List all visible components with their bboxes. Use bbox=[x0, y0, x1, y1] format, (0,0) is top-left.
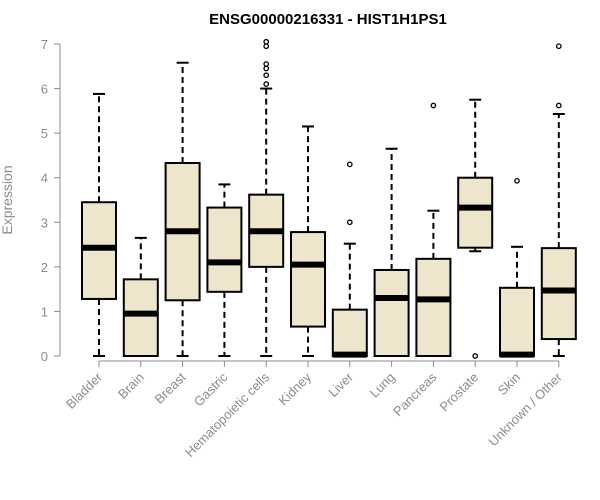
outlier-point bbox=[263, 38, 270, 45]
y-axis: 0 1 2 3 4 5 6 7 bbox=[41, 37, 61, 364]
x-tick-label: Skin bbox=[495, 370, 523, 398]
x-tick-label: Kidney bbox=[275, 369, 314, 408]
y-tick-label: 2 bbox=[41, 260, 48, 275]
x-tick-label: Prostate bbox=[436, 370, 481, 415]
iqr-box bbox=[331, 308, 368, 358]
box-skin bbox=[499, 177, 535, 358]
box-unknown-other bbox=[540, 43, 577, 357]
outlier-point bbox=[514, 177, 520, 184]
outlier-point bbox=[346, 161, 353, 168]
iqr-box bbox=[540, 247, 577, 341]
iqr-box bbox=[206, 206, 243, 293]
box-lung bbox=[373, 147, 410, 357]
box-breast bbox=[164, 61, 201, 357]
box-brain bbox=[122, 236, 159, 357]
box-liver bbox=[331, 161, 368, 358]
outlier-point bbox=[263, 43, 270, 50]
box-hematopoietic-cells bbox=[248, 38, 285, 357]
y-axis-label: Expression bbox=[0, 165, 15, 234]
outlier-point bbox=[555, 102, 562, 109]
box-kidney bbox=[290, 125, 326, 357]
y-tick-label: 5 bbox=[41, 126, 48, 141]
y-tick-label: 7 bbox=[41, 37, 48, 52]
outlier-point bbox=[263, 72, 270, 79]
x-tick-label: Pancreas bbox=[390, 369, 440, 419]
outlier-point bbox=[263, 81, 270, 87]
boxes-group bbox=[81, 38, 577, 359]
outlier-point bbox=[263, 61, 270, 67]
iqr-box bbox=[457, 176, 494, 249]
y-tick-label: 6 bbox=[41, 82, 48, 97]
x-tick-label: Lung bbox=[367, 370, 398, 401]
iqr-box bbox=[373, 268, 410, 357]
x-tick-label: Breast bbox=[152, 369, 189, 406]
y-tick-label: 1 bbox=[41, 304, 48, 319]
x-tick-label: Liver bbox=[325, 369, 356, 400]
x-tick-label: Brain bbox=[115, 370, 147, 402]
outlier-point bbox=[346, 219, 353, 226]
outlier-point bbox=[472, 353, 479, 359]
box-bladder bbox=[81, 92, 117, 357]
box-pancreas bbox=[415, 102, 452, 357]
chart-title: ENSG00000216331 - HIST1H1PS1 bbox=[209, 11, 447, 28]
x-tick-label: Unknown / Other bbox=[485, 369, 565, 449]
y-tick-label: 4 bbox=[41, 171, 48, 186]
outlier-point bbox=[263, 65, 270, 72]
x-tick-label: Bladder bbox=[63, 369, 106, 412]
outlier-point bbox=[430, 102, 437, 109]
box-gastric bbox=[206, 183, 243, 357]
x-tick-label: Gastric bbox=[191, 369, 231, 409]
y-tick-label: 0 bbox=[41, 349, 48, 364]
iqr-box bbox=[499, 286, 535, 358]
iqr-box bbox=[290, 231, 326, 328]
box-prostate bbox=[457, 98, 494, 359]
iqr-box bbox=[415, 257, 452, 357]
y-tick-label: 3 bbox=[41, 215, 48, 230]
outlier-point bbox=[555, 43, 562, 50]
iqr-box bbox=[122, 278, 159, 357]
